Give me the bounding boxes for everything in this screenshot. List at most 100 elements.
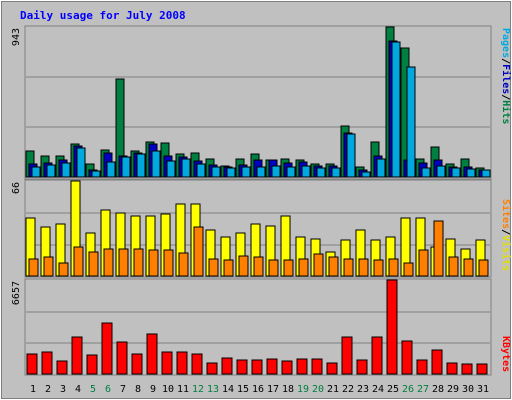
legend-kbytes: KBytes (500, 336, 511, 372)
sites-bar: Sites 23: 12 (358, 258, 369, 277)
hits-legend: Pages/Files/Hits (500, 28, 512, 124)
sites-bar: Sites 14: 11 (223, 259, 234, 277)
x-tick-label: 14 (222, 384, 234, 395)
x-tick-label: 4 (75, 384, 81, 395)
x-tick-label: 29 (447, 384, 459, 395)
pages-bar: Pages 8: 144 (136, 153, 146, 178)
pages-bar: Pages 18: 62 (286, 166, 296, 178)
legend-hits: Hits (500, 100, 512, 124)
sites-bar: Sites 12: 34 (193, 226, 204, 277)
sites-bar: Sites 19: 12 (298, 258, 309, 277)
pages-bar: Pages 25: 847 (391, 41, 401, 178)
sites-bar: Sites 20: 15 (313, 253, 324, 277)
pages-bar: Pages 22: 270 (346, 133, 356, 178)
pages-bar: Pages 13: 64 (211, 166, 221, 178)
x-tick-label: 12 (192, 384, 204, 395)
x-tick-label: 1 (30, 384, 36, 395)
kbytes-bar: KBytes 8: 1400 (131, 353, 143, 375)
x-tick-label: 17 (267, 384, 279, 395)
axis-labels: 1 2 3 4 5 6 7 8 9 10 11 12 13 14 15 16 17 18 19 20 21 22 23 24 2… (30, 384, 489, 395)
pages-bar: Pages 9: 164 (151, 150, 161, 178)
kbytes-legend: KBytes (500, 336, 511, 372)
pages-bar: Pages 3: 88 (61, 162, 71, 178)
kbytes-bar: KBytes 12: 1429 (191, 353, 203, 375)
pages-bar: Pages 23: 32 (361, 171, 371, 178)
sites-bar: Sites 11: 16 (178, 252, 189, 277)
kbytes-bar: KBytes 4: 2643 (71, 336, 83, 375)
pages-bar: Pages 30: 50 (466, 168, 476, 178)
x-tick-label: 28 (432, 384, 444, 395)
pages-bar: Pages 14: 56 (226, 167, 236, 178)
kbytes-bar: KBytes 26: 2308 (401, 340, 413, 375)
pages-bar: Pages 16: 61 (256, 166, 266, 178)
x-tick-label: 22 (342, 384, 354, 395)
legend-files: Files (500, 64, 512, 94)
sites-bar: Sites 28: 38 (433, 220, 444, 277)
kbytes-bar: KBytes 24: 2593 (371, 336, 383, 375)
legend-separator: / (500, 94, 511, 100)
x-tick-label: 30 (462, 384, 474, 395)
pages-bar: Pages 5: 40 (91, 170, 101, 178)
sites-bar: Sites 3: 9 (58, 262, 69, 277)
pages-bar: Pages 26: 690 (406, 66, 416, 178)
sites-bar: Sites 9: 18 (148, 249, 159, 277)
legend-visits: Visits (500, 235, 512, 271)
x-tick-label: 25 (387, 384, 399, 395)
x-tick-label: 18 (282, 384, 294, 395)
kbytes-bar: KBytes 31: 697 (476, 363, 488, 375)
sites-bar: Sites 27: 18 (418, 249, 429, 277)
kbytes-bar: KBytes 10: 1524 (161, 351, 173, 375)
kbytes-bar: KBytes 3: 930 (56, 360, 68, 375)
kbytes-bar: KBytes 29: 749 (446, 362, 458, 375)
x-tick-label: 9 (150, 384, 156, 395)
x-tick-label: 5 (90, 384, 96, 395)
sites-bar: Sites 16: 13 (253, 256, 264, 277)
sites-bar: Sites 8: 19 (133, 248, 144, 277)
kbytes-bar: KBytes 22: 2593 (341, 336, 353, 375)
pages-bar: Pages 19: 72 (301, 165, 311, 178)
pages-bar: Pages 21: 58 (331, 167, 341, 178)
pages-bar: Pages 29: 56 (451, 167, 461, 178)
pages-bar: Pages 31: 43 (481, 169, 491, 178)
x-tick-label: 2 (45, 384, 51, 395)
kbytes-bar: KBytes 20: 1028 (311, 358, 323, 375)
kbytes-bar: KBytes 7: 2276 (116, 341, 128, 375)
pages-bar: Pages 1: 66 (31, 166, 41, 178)
x-tick-label: 13 (207, 384, 219, 395)
kbytes-bar: KBytes 14: 1132 (221, 357, 233, 375)
pages-bar: Pages 7: 126 (121, 156, 131, 178)
pages-bar: Pages 10: 98 (166, 160, 176, 178)
pages-bar: Pages 12: 82 (196, 163, 206, 178)
kbytes-bar: KBytes 17: 1034 (266, 358, 278, 375)
pages-bar: Pages 15: 63 (241, 166, 251, 178)
pages-bar: Pages 20: 54 (316, 167, 326, 178)
kbytes-bar: KBytes 19: 1029 (296, 358, 308, 375)
chart-title: Daily usage for July 2008 (20, 9, 186, 22)
sites-bar: Sites 5: 17 (88, 251, 99, 277)
sites-bar: Sites 13: 12 (208, 258, 219, 277)
pages-bar: Pages 17: 70 (271, 165, 281, 178)
pages-bar: Pages 2: 78 (46, 164, 56, 178)
x-tick-label: 7 (120, 384, 126, 395)
sites-bar: Sites 26: 9 (403, 262, 414, 277)
kbytes-bar: KBytes 25: 6657 (386, 279, 398, 375)
sites-bar: Sites 2: 13 (43, 256, 54, 277)
sites-bar: Sites 15: 14 (238, 255, 249, 277)
sites-bar: Sites 24: 11 (373, 259, 384, 277)
sites-bar: Sites 22: 12 (343, 258, 354, 277)
pages-bar: Pages 6: 92 (106, 161, 116, 178)
sites-bar: Sites 6: 19 (103, 248, 114, 277)
kbytes-bar: KBytes 21: 795 (326, 362, 338, 375)
kbytes-bar: KBytes 18: 931 (281, 360, 293, 375)
pages-bar: Pages 28: 69 (436, 165, 446, 178)
kbytes-bar: KBytes 23: 979 (356, 359, 368, 375)
kbytes-bar: KBytes 11: 1524 (176, 351, 188, 375)
x-tick-label: 21 (327, 384, 339, 395)
kbytes-bar: KBytes 9: 2831 (146, 333, 158, 375)
x-tick-label: 3 (60, 384, 66, 395)
sites-bar: Sites 1: 12 (28, 258, 39, 277)
pages-bar: Pages 27: 54 (421, 167, 431, 178)
x-tick-label: 24 (372, 384, 384, 395)
